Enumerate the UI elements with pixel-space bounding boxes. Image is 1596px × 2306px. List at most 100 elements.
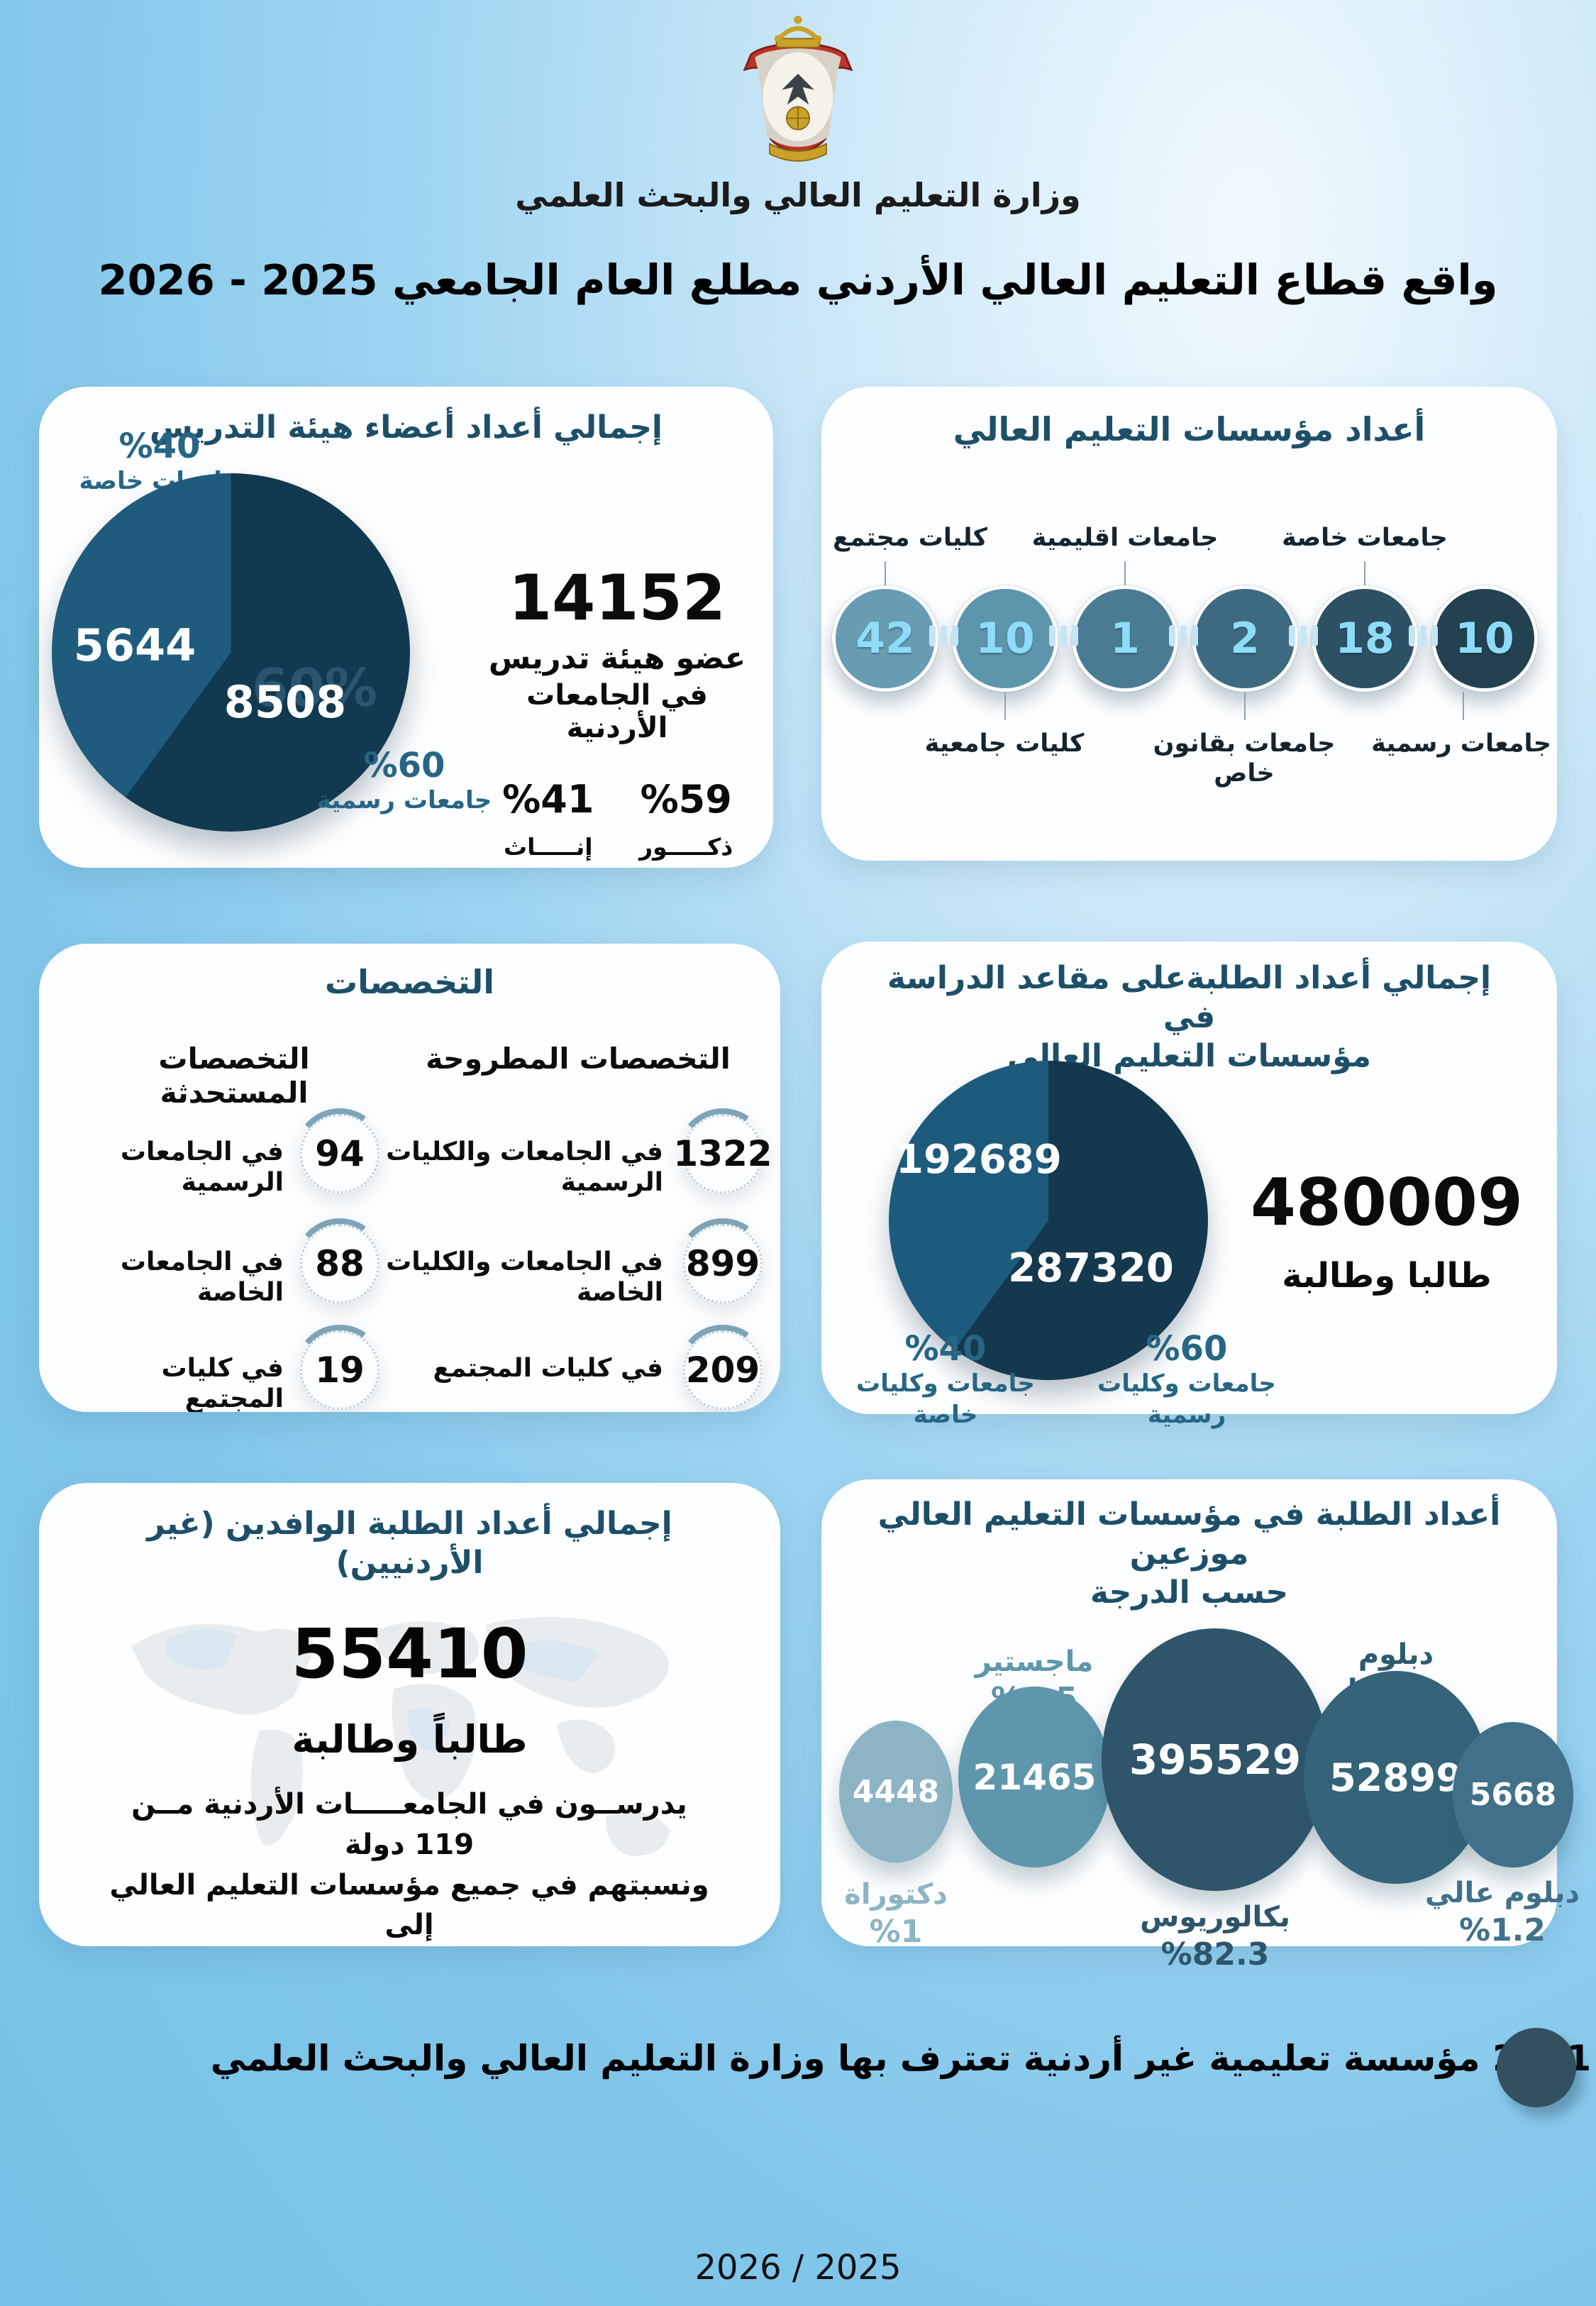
faculty-subtitle-1: عضو هيئة تدريس [488, 641, 746, 677]
circle-connector [929, 625, 958, 646]
institutions-card-title: أعداد مؤسسات التعليم العالي [953, 410, 1426, 448]
institution-label: كليات مجتمع [833, 524, 987, 552]
faculty-total: 14152 [508, 561, 726, 634]
degrees-card: أعداد الطلبة في مؤسسات التعليم العالي مو… [821, 1479, 1580, 1973]
offered-count: 1322 [673, 1133, 772, 1174]
institution-count: 10 [975, 614, 1035, 663]
institution-count: 18 [1335, 614, 1395, 663]
new-gauge: 19 [294, 1325, 385, 1412]
offered-column-header: التخصصات المطروحة [426, 1042, 731, 1076]
degree-label-phd: دكتوراة %1 [844, 1878, 948, 1950]
circle-connector [1049, 625, 1078, 646]
academic-year: 2026 / 2025 [694, 2248, 902, 2288]
page-title: واقع قطاع التعليم العالي الأردني مطلع ال… [98, 255, 1498, 304]
degree-label-bachelor: بكالوريوس %82.3 [1140, 1901, 1290, 1973]
enrollment-private-share: %40 جامعات وكليات خاصة [846, 1330, 1045, 1430]
enrollment-total: 480009 [1250, 1164, 1524, 1240]
ministry-name: وزارة التعليم العالي والبحث العلمي [515, 176, 1081, 214]
offered-gauge: 209 [677, 1325, 768, 1412]
degree-bubble-higher-diploma: 5668 [1453, 1722, 1573, 1868]
institution-label: جامعات خاصة [1282, 524, 1448, 552]
degrees-title-line1: أعداد الطلبة في مؤسسات التعليم العالي مو… [877, 1496, 1501, 1572]
enrollment-private-value: 192689 [896, 1137, 1062, 1183]
international-total: 55410 [291, 1614, 528, 1694]
degree-count: 395529 [1129, 1736, 1302, 1784]
international-desc-line1: يدرســون في الجامعـــــات الأردنية مــن … [131, 1788, 687, 1861]
enrollment-summary: 480009 طالبا وطالبة [1238, 1164, 1536, 1296]
new-label: في الجامعات الخاصة [120, 1247, 284, 1308]
degree-bubble-phd: 4448 [839, 1721, 953, 1863]
enrollment-card: إجمالي أعداد الطلبةعلى مقاعد الدراسة في … [821, 942, 1557, 1429]
degree-count: 4448 [852, 1773, 940, 1810]
offered-label: في كليات المجتمع [433, 1354, 663, 1383]
enrollment-private-pct: %40 [904, 1329, 987, 1369]
faculty-male-pct: %59 [640, 777, 732, 822]
international-card-title: إجمالي أعداد الطلبة الوافدين (غير الأردن… [147, 1506, 672, 1581]
degree-count: 21465 [972, 1756, 1097, 1798]
offered-label: في الجامعات والكليات الخاصة [386, 1247, 663, 1308]
faculty-private-pct: %40 [118, 426, 201, 466]
international-card: إجمالي أعداد الطلبة الوافدين (غير الأردن… [39, 1483, 780, 1946]
enrollment-public-share: %60 جامعات وكليات رسمية [1080, 1330, 1293, 1430]
faculty-card: إجمالي أعداد أعضاء هيئة التدريس %40 جامع… [39, 387, 773, 868]
faculty-female-pct: %41 [502, 777, 594, 822]
new-count: 88 [315, 1243, 365, 1284]
faculty-gender-split: %41 إنـــــاث %59 ذكـــــور [482, 777, 752, 861]
offered-count: 899 [685, 1243, 760, 1284]
new-count: 94 [315, 1133, 365, 1174]
label-leader-line [885, 561, 886, 585]
faculty-summary: 14152 عضو هيئة تدريس في الجامعات الأردني… [482, 561, 752, 861]
institution-label: كليات جامعية [924, 729, 1085, 758]
faculty-private-value: 5644 [73, 619, 196, 671]
faculty-public-value: 8508 [223, 676, 347, 728]
degree-count: 5668 [1469, 1777, 1557, 1813]
institution-circle: 42 [832, 585, 938, 692]
recognized-institutions-note: 2971 مؤسسة تعليمية غير أردنية تعترف بها … [210, 2038, 1591, 2079]
faculty-male-block: %59 ذكـــــور [627, 777, 745, 861]
new-gauge: 88 [294, 1218, 385, 1309]
institution-count: 42 [855, 614, 915, 663]
faculty-card-title: إجمالي أعداد أعضاء هيئة التدريس [150, 409, 663, 446]
label-leader-line [1364, 561, 1365, 585]
degrees-card-title: أعداد الطلبة في مؤسسات التعليم العالي مو… [858, 1495, 1520, 1612]
enrollment-total-label: طالبا وطالبة [1282, 1255, 1492, 1296]
faculty-male-label: ذكـــــور [639, 833, 733, 861]
institution-circle: 10 [952, 585, 1058, 692]
circle-connector [1409, 625, 1438, 646]
enrollment-card-title: إجمالي أعداد الطلبةعلى مقاعد الدراسة في … [858, 959, 1520, 1076]
degree-count: 52899 [1329, 1755, 1463, 1800]
institutions-card: أعداد مؤسسات التعليم العالي كليات مجتمع … [821, 387, 1557, 861]
new-label: في كليات المجتمع [161, 1354, 284, 1412]
faculty-pie-watermark: 60% [252, 658, 378, 719]
degree-bubble-masters: 21465 [958, 1687, 1111, 1868]
enrollment-public-pct: %60 [1146, 1329, 1228, 1369]
faculty-female-block: %41 إنـــــاث [489, 777, 607, 861]
degrees-title-line2: حسب الدرجة [1090, 1574, 1289, 1611]
institution-count: 2 [1230, 614, 1260, 663]
world-map-background [131, 1616, 670, 1856]
circle-connector [1289, 625, 1318, 646]
faculty-public-share: %60 جامعات رسمية [312, 747, 497, 816]
institution-circle: 1 [1072, 585, 1178, 692]
degree-label-higher-diploma: دبلوم عالي %1.2 [1424, 1877, 1580, 1948]
enrollment-public-label: جامعات وكليات رسمية [1097, 1369, 1276, 1429]
institution-circle: 10 [1431, 585, 1538, 692]
faculty-public-pct: %60 [363, 746, 445, 785]
label-leader-line [1124, 561, 1126, 585]
faculty-public-label: جامعات رسمية [316, 785, 492, 815]
circle-connector [1169, 625, 1198, 646]
new-gauge: 94 [294, 1108, 385, 1199]
institution-count: 1 [1110, 614, 1140, 663]
specializations-card-title: التخصصات [324, 963, 495, 1001]
institution-circle: 2 [1192, 585, 1298, 692]
international-desc-line2: ونسبتهم في جميع مؤسسات التعليم العالي إل… [109, 1868, 709, 1942]
enrollment-private-label: جامعات وكليات خاصة [856, 1369, 1035, 1429]
institution-label: جامعات اقليمية [1031, 524, 1219, 552]
new-column-header: التخصصات المستحدثة [158, 1042, 310, 1110]
faculty-female-label: إنـــــاث [503, 833, 593, 861]
institution-count: 10 [1455, 614, 1514, 663]
new-label: في الجامعات الرسمية [120, 1137, 284, 1198]
international-description: يدرســون في الجامعـــــات الأردنية مــن … [104, 1784, 714, 1946]
faculty-subtitle-2: في الجامعات الأردنية [526, 679, 708, 745]
